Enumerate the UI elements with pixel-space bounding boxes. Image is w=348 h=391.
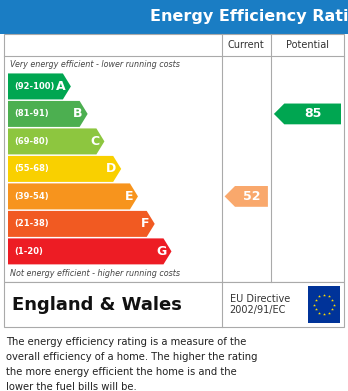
Text: C: C: [90, 135, 100, 148]
Bar: [4, 282, 344, 327]
Text: E: E: [125, 190, 133, 203]
Text: 2002/91/EC: 2002/91/EC: [230, 305, 286, 316]
Polygon shape: [8, 74, 71, 99]
Text: England & Wales: England & Wales: [12, 296, 182, 314]
Text: the more energy efficient the home is and the: the more energy efficient the home is an…: [6, 367, 237, 377]
Text: Energy Efficiency Rating: Energy Efficiency Rating: [150, 9, 348, 25]
Polygon shape: [8, 128, 104, 154]
Bar: [4, 34, 344, 282]
Text: (81-91): (81-91): [14, 109, 49, 118]
Polygon shape: [8, 183, 138, 210]
Text: EU Directive: EU Directive: [230, 294, 290, 303]
Text: B: B: [73, 108, 82, 120]
Text: overall efficiency of a home. The higher the rating: overall efficiency of a home. The higher…: [6, 352, 258, 362]
Text: Very energy efficient - lower running costs: Very energy efficient - lower running co…: [10, 60, 180, 69]
Text: D: D: [106, 162, 116, 176]
Polygon shape: [8, 101, 88, 127]
Text: 52: 52: [243, 190, 260, 203]
Bar: [0, 0, 348, 34]
Text: (39-54): (39-54): [14, 192, 49, 201]
Text: Current: Current: [228, 40, 264, 50]
Text: F: F: [141, 217, 150, 230]
Text: (55-68): (55-68): [14, 164, 49, 174]
Polygon shape: [8, 239, 172, 264]
Text: (1-20): (1-20): [14, 247, 43, 256]
Text: Not energy efficient - higher running costs: Not energy efficient - higher running co…: [10, 269, 180, 278]
Text: lower the fuel bills will be.: lower the fuel bills will be.: [6, 382, 137, 391]
Bar: [308, 286, 340, 323]
Text: (69-80): (69-80): [14, 137, 48, 146]
Text: 85: 85: [304, 108, 321, 120]
Text: (21-38): (21-38): [14, 219, 49, 228]
Text: G: G: [156, 245, 166, 258]
Polygon shape: [8, 211, 155, 237]
Polygon shape: [274, 104, 341, 124]
Text: (92-100): (92-100): [14, 82, 54, 91]
Text: The energy efficiency rating is a measure of the: The energy efficiency rating is a measur…: [6, 337, 246, 347]
Text: A: A: [56, 80, 66, 93]
Text: Potential: Potential: [286, 40, 329, 50]
Polygon shape: [224, 186, 268, 207]
Polygon shape: [8, 156, 121, 182]
